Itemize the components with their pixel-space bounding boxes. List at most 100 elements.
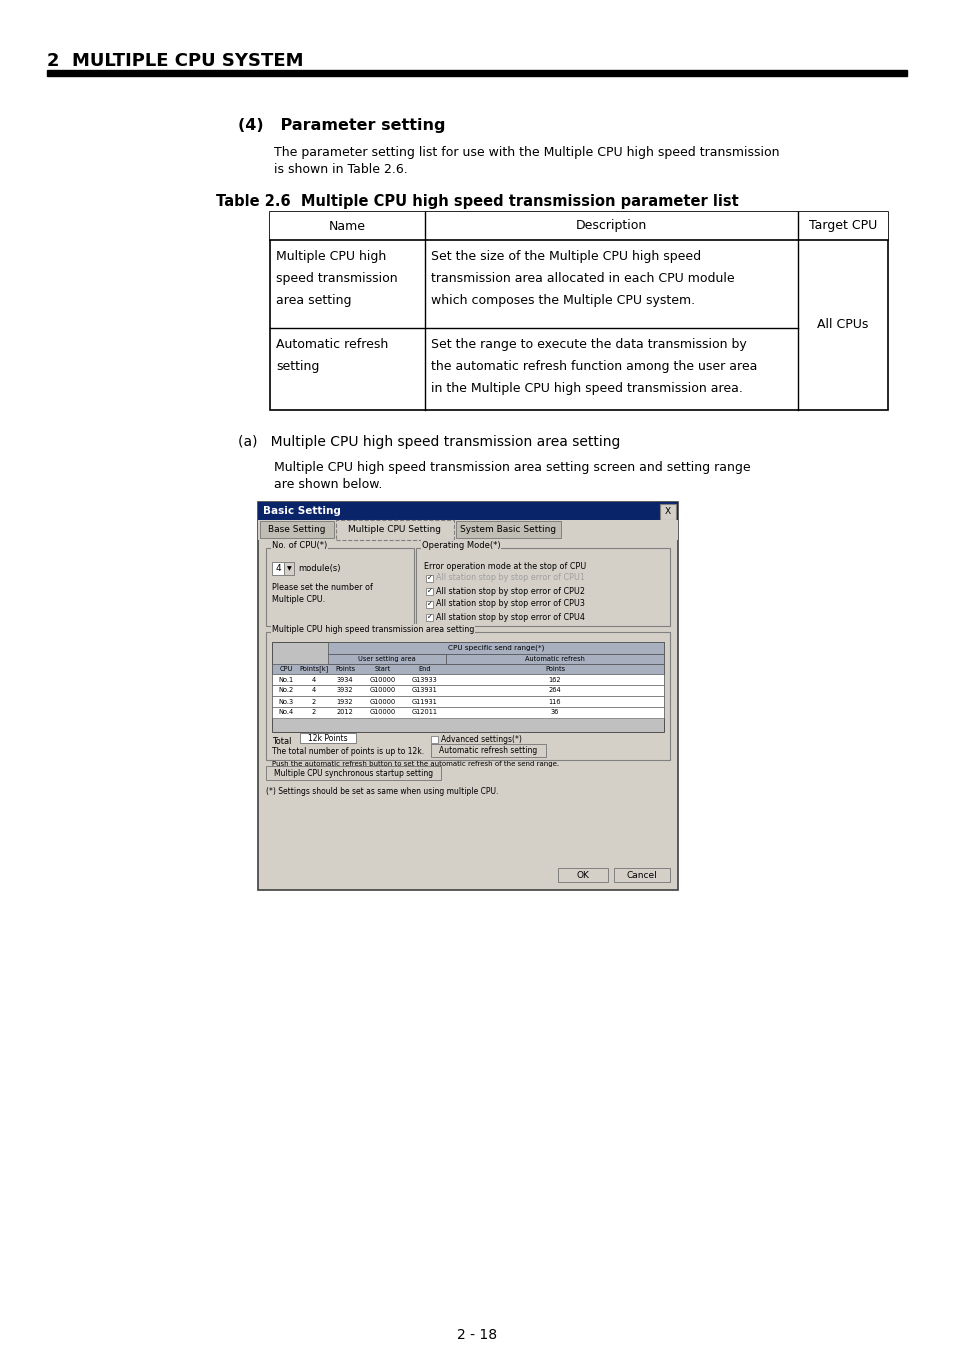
Text: Cancel: Cancel xyxy=(626,871,657,879)
Text: User setting area: User setting area xyxy=(357,656,416,662)
Text: Advanced settings(*): Advanced settings(*) xyxy=(440,734,521,744)
Text: G13931: G13931 xyxy=(412,687,437,694)
Text: area setting: area setting xyxy=(275,294,351,306)
Bar xyxy=(328,643,663,653)
Text: ✓: ✓ xyxy=(426,601,432,608)
Bar xyxy=(272,674,663,684)
Text: 264: 264 xyxy=(548,687,560,694)
Text: 162: 162 xyxy=(548,676,560,683)
Text: CPU specific send range(*): CPU specific send range(*) xyxy=(447,645,543,651)
Text: 2012: 2012 xyxy=(336,710,353,716)
Bar xyxy=(335,520,454,540)
Text: Description: Description xyxy=(576,220,646,232)
Text: transmission area allocated in each CPU module: transmission area allocated in each CPU … xyxy=(431,271,734,285)
Text: X: X xyxy=(664,506,670,516)
Text: 2: 2 xyxy=(312,710,315,716)
Text: No. of CPU(*): No. of CPU(*) xyxy=(272,541,327,549)
Text: Table 2.6  Multiple CPU high speed transmission parameter list: Table 2.6 Multiple CPU high speed transm… xyxy=(215,194,738,209)
Bar xyxy=(299,733,355,743)
Text: Automatic refresh setting: Automatic refresh setting xyxy=(439,747,537,755)
Bar xyxy=(266,765,440,780)
Text: Multiple CPU.: Multiple CPU. xyxy=(272,595,325,603)
Text: No.3: No.3 xyxy=(278,698,294,705)
Bar xyxy=(284,562,294,575)
Text: (*) Settings should be set as same when using multiple CPU.: (*) Settings should be set as same when … xyxy=(266,787,497,795)
Bar xyxy=(431,736,437,742)
Text: No.4: No.4 xyxy=(278,710,294,716)
Text: 4: 4 xyxy=(312,687,315,694)
Text: is shown in Table 2.6.: is shown in Table 2.6. xyxy=(274,163,407,176)
Text: Multiple CPU high speed transmission area setting: Multiple CPU high speed transmission are… xyxy=(272,625,474,634)
Bar xyxy=(416,548,669,626)
Text: Name: Name xyxy=(329,220,366,232)
Bar xyxy=(426,589,433,595)
Bar xyxy=(426,575,433,582)
Text: ✓: ✓ xyxy=(426,614,432,620)
Bar xyxy=(426,601,433,608)
Text: 12k Points: 12k Points xyxy=(308,734,348,743)
Text: Set the size of the Multiple CPU high speed: Set the size of the Multiple CPU high sp… xyxy=(431,250,700,263)
Text: 36: 36 xyxy=(550,710,558,716)
Text: Please set the number of: Please set the number of xyxy=(272,583,373,593)
Text: ✓: ✓ xyxy=(426,589,432,594)
Bar xyxy=(328,653,446,664)
Text: Error operation mode at the stop of CPU: Error operation mode at the stop of CPU xyxy=(423,562,586,571)
Bar xyxy=(47,70,906,76)
Text: Automatic refresh: Automatic refresh xyxy=(524,656,584,662)
Text: Push the automatic refresh button to set the automatic refresh of the send range: Push the automatic refresh button to set… xyxy=(272,761,558,767)
Bar xyxy=(272,707,663,718)
Text: End: End xyxy=(418,666,431,672)
Text: G12011: G12011 xyxy=(412,710,437,716)
Text: setting: setting xyxy=(275,360,319,373)
Text: G10000: G10000 xyxy=(370,698,395,705)
Text: are shown below.: are shown below. xyxy=(274,478,382,491)
Text: module(s): module(s) xyxy=(297,564,340,572)
Text: 3932: 3932 xyxy=(336,687,353,694)
Text: No.2: No.2 xyxy=(278,687,294,694)
Bar xyxy=(260,521,334,539)
Bar xyxy=(257,502,678,890)
Bar xyxy=(272,697,663,707)
Text: All CPUs: All CPUs xyxy=(817,319,868,332)
Text: Points[k]: Points[k] xyxy=(299,666,328,672)
Text: Basic Setting: Basic Setting xyxy=(263,506,340,516)
Text: No.1: No.1 xyxy=(278,676,294,683)
Text: in the Multiple CPU high speed transmission area.: in the Multiple CPU high speed transmiss… xyxy=(431,382,742,396)
Text: 4: 4 xyxy=(275,564,281,572)
Text: G13933: G13933 xyxy=(412,676,437,683)
Text: 1932: 1932 xyxy=(336,698,353,705)
Bar xyxy=(272,643,663,732)
Text: The parameter setting list for use with the Multiple CPU high speed transmission: The parameter setting list for use with … xyxy=(274,146,779,159)
Text: Base Setting: Base Setting xyxy=(268,525,325,535)
Bar xyxy=(270,212,887,240)
Text: G10000: G10000 xyxy=(370,687,395,694)
Text: All station stop by stop error of CPU3: All station stop by stop error of CPU3 xyxy=(436,599,584,609)
Bar xyxy=(431,744,545,757)
Text: 2 - 18: 2 - 18 xyxy=(456,1328,497,1342)
Bar xyxy=(272,684,663,697)
Text: All station stop by stop error of CPU1: All station stop by stop error of CPU1 xyxy=(436,574,584,582)
Text: speed transmission: speed transmission xyxy=(275,271,397,285)
Text: ▼: ▼ xyxy=(286,566,291,571)
Text: OK: OK xyxy=(576,871,589,879)
Text: (4)   Parameter setting: (4) Parameter setting xyxy=(237,117,445,134)
Text: CPU: CPU xyxy=(279,666,293,672)
Text: System Basic Setting: System Basic Setting xyxy=(460,525,556,535)
Text: 116: 116 xyxy=(548,698,560,705)
Bar xyxy=(266,548,414,626)
Bar xyxy=(614,868,669,882)
Text: G10000: G10000 xyxy=(370,710,395,716)
Text: Multiple CPU synchronous startup setting: Multiple CPU synchronous startup setting xyxy=(274,768,433,778)
Text: Multiple CPU Setting: Multiple CPU Setting xyxy=(348,525,441,535)
Bar xyxy=(446,653,663,664)
Bar xyxy=(272,664,663,674)
Text: Target CPU: Target CPU xyxy=(808,220,876,232)
Text: the automatic refresh function among the user area: the automatic refresh function among the… xyxy=(431,360,757,373)
Bar xyxy=(257,502,678,520)
Text: Automatic refresh: Automatic refresh xyxy=(275,338,388,351)
Bar xyxy=(456,521,560,539)
Bar xyxy=(270,212,887,410)
Bar xyxy=(659,504,676,520)
Text: G10000: G10000 xyxy=(370,676,395,683)
Text: 3934: 3934 xyxy=(336,676,353,683)
